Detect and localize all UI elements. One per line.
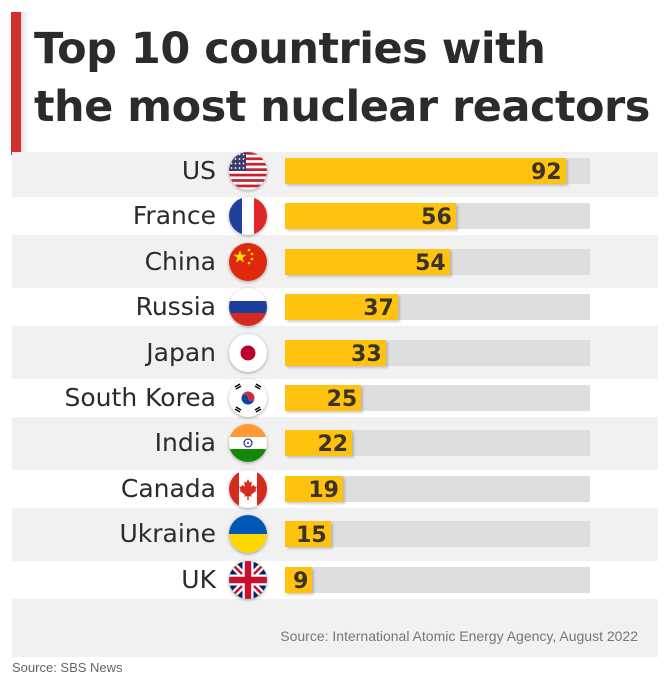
country-label-south-korea: South Korea — [64, 383, 216, 412]
country-label-uk: UK — [181, 564, 216, 594]
bar-france — [285, 203, 456, 230]
bar-track-ukraine — [285, 521, 590, 548]
bar-track-uk — [285, 566, 590, 593]
japan-flag-icon — [229, 333, 267, 372]
country-label-france: France — [132, 201, 216, 231]
south-korea-flag-icon — [229, 379, 267, 417]
country-label-canada: Canada — [120, 473, 216, 503]
title-line-1: Top 10 countries with — [34, 24, 546, 74]
title-accent-shadow — [21, 12, 29, 155]
russia-flag-icon — [229, 288, 267, 327]
title-accent-bar — [11, 12, 21, 155]
data-source-note: Source: International Atomic Energy Agen… — [280, 628, 638, 644]
bar-ukraine — [285, 521, 331, 548]
ukraine-flag-icon — [229, 515, 267, 554]
china-flag-icon — [229, 242, 267, 281]
value-label-india: 22 — [317, 432, 349, 458]
bar-us — [285, 158, 566, 184]
bar-canada — [285, 475, 343, 502]
france-flag-icon — [229, 197, 267, 236]
value-label-us: 92 — [530, 160, 562, 185]
country-label-japan: Japan — [146, 337, 216, 367]
value-label-ukraine: 15 — [296, 523, 327, 549]
image-credit: Source: SBS News — [12, 660, 123, 675]
value-label-france: 56 — [421, 205, 452, 231]
value-label-china: 54 — [415, 250, 446, 276]
bar-india — [285, 430, 353, 457]
bar-russia — [285, 294, 398, 321]
title-line-2: the most nuclear reactors — [34, 82, 650, 132]
country-label-us: US — [181, 156, 216, 185]
value-label-uk: 9 — [293, 568, 309, 594]
canada-flag-icon — [229, 469, 267, 508]
country-label-china: China — [144, 246, 216, 276]
country-label-ukraine: Ukraine — [119, 519, 216, 549]
value-label-russia: 37 — [363, 296, 394, 322]
bar-south-korea — [285, 385, 362, 411]
country-label-india: India — [154, 428, 216, 458]
value-label-south-korea: 25 — [326, 387, 358, 412]
value-label-canada: 19 — [308, 477, 339, 503]
bar-japan — [285, 339, 386, 366]
value-label-japan: 33 — [351, 341, 382, 367]
india-flag-icon — [229, 424, 267, 463]
bar-china — [285, 248, 450, 275]
chart-title: Top 10 countries with the most nuclear r… — [34, 20, 664, 136]
country-label-russia: Russia — [135, 292, 216, 322]
us-flag-icon — [229, 152, 267, 190]
bar-uk — [285, 566, 313, 593]
